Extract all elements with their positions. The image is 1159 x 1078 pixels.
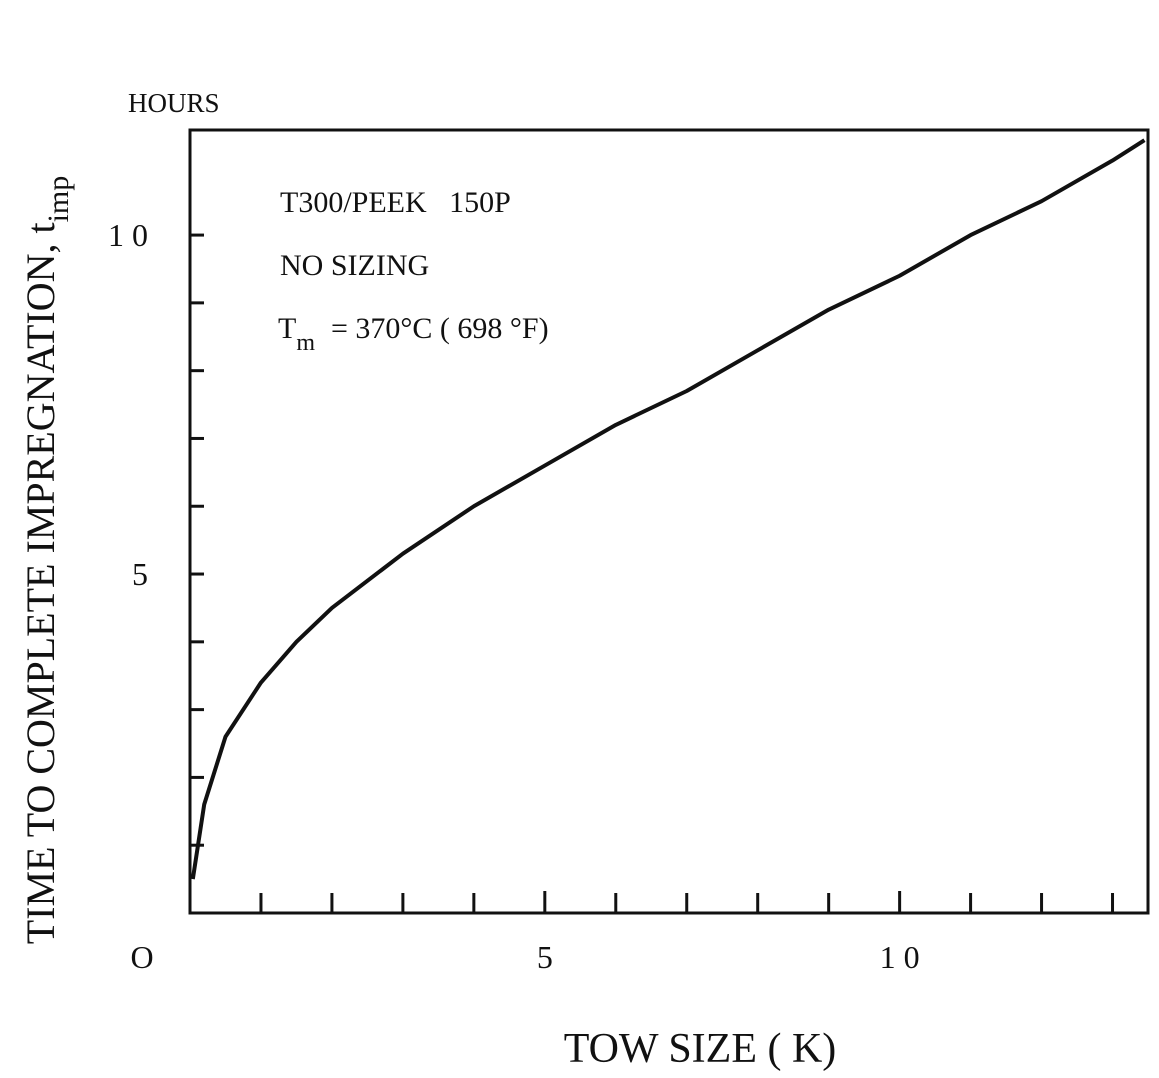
y-unit-label: HOURS [128,88,220,118]
data-line [190,138,1146,880]
annotation: NO SIZING [280,249,429,282]
y-tick-label: 5 [132,556,148,592]
x-axis-label: TOW SIZE ( K) [564,1026,837,1072]
x-tick-label: 1 0 [880,939,920,975]
plot-frame [188,128,1150,915]
x-tick-label: O [130,939,153,975]
y-axis-label: TIME TO COMPLETE IMPREGNATION, timp [18,176,75,945]
y-tick-label: 1 0 [108,217,148,253]
annotation: T300/PEEK 150P [280,186,511,219]
annotation: Tm = 370°C ( 698 °F) [278,312,549,356]
x-tick-label: 5 [537,939,553,975]
